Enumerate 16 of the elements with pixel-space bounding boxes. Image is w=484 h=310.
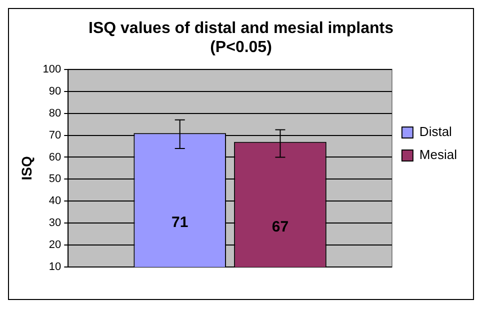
y-tick-label: 100 (42, 63, 62, 76)
y-tick-label: 20 (48, 239, 62, 252)
y-tick-label: 60 (48, 151, 62, 164)
y-tick-label: 50 (48, 173, 62, 186)
data-label: 71 (172, 214, 188, 232)
legend-label: Distal (419, 124, 452, 140)
chart-title: ISQ values of distal and mesial implants (P<0.05) (88, 20, 394, 56)
y-axis-title: ISQ (18, 156, 34, 180)
y-tick-label: 90 (48, 85, 62, 98)
y-tick-label: 80 (48, 107, 62, 120)
legend-label: Mesial (419, 147, 458, 162)
y-tick-label: 30 (48, 217, 62, 230)
y-tick-label: 40 (48, 195, 62, 208)
y-tick-label: 10 (48, 261, 62, 274)
data-label: 67 (272, 218, 289, 236)
y-tick-label: 70 (48, 129, 62, 142)
